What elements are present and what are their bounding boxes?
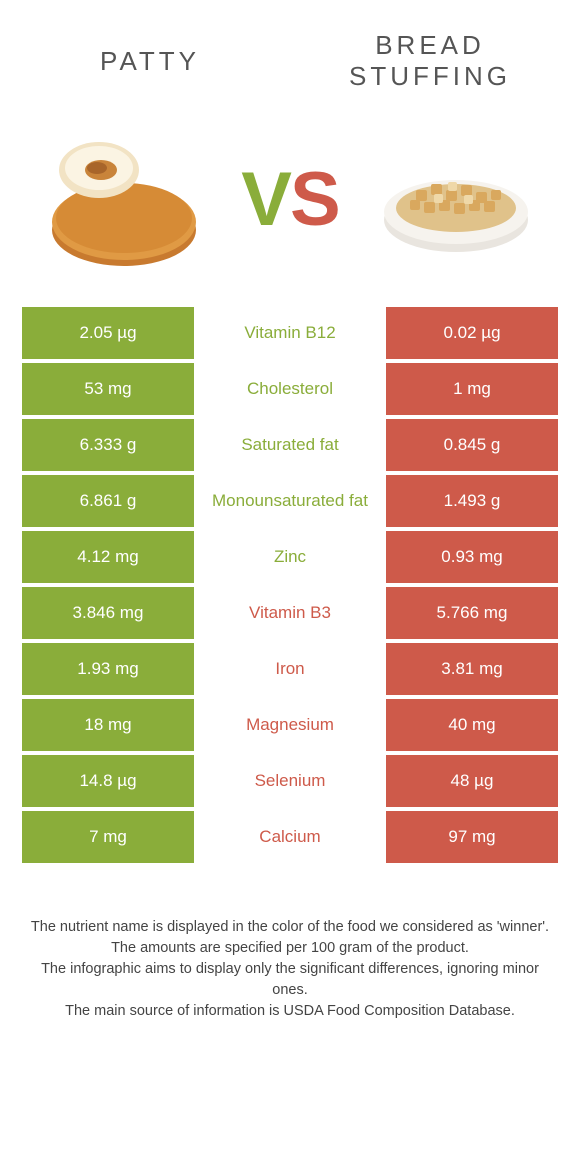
cell-nutrient: Saturated fat	[194, 419, 386, 471]
cell-nutrient: Calcium	[194, 811, 386, 863]
images-row: VS	[0, 107, 580, 307]
table-row: 18 mgMagnesium40 mg	[22, 699, 558, 751]
stuffing-icon	[376, 140, 536, 260]
heading-right-line2: STUFFING	[290, 61, 570, 92]
footer-line-1: The nutrient name is displayed in the co…	[28, 917, 552, 938]
cell-nutrient: Selenium	[194, 755, 386, 807]
table-row: 1.93 mgIron3.81 mg	[22, 643, 558, 695]
patty-image	[34, 125, 214, 275]
cell-left: 6.861 g	[22, 475, 194, 527]
table-row: 6.861 gMonounsaturated fat1.493 g	[22, 475, 558, 527]
comparison-table: 2.05 µgVitamin B120.02 µg53 mgCholestero…	[0, 307, 580, 863]
table-row: 6.333 gSaturated fat0.845 g	[22, 419, 558, 471]
cell-nutrient: Vitamin B3	[194, 587, 386, 639]
cell-left: 53 mg	[22, 363, 194, 415]
heading-left-text: PATTY	[10, 46, 290, 77]
cell-right: 48 µg	[386, 755, 558, 807]
cell-nutrient: Zinc	[194, 531, 386, 583]
vs-v: V	[241, 156, 290, 243]
cell-right: 0.93 mg	[386, 531, 558, 583]
table-row: 4.12 mgZinc0.93 mg	[22, 531, 558, 583]
headings-row: PATTY BREAD STUFFING	[0, 0, 580, 107]
footer-line-2: The amounts are specified per 100 gram o…	[28, 938, 552, 959]
table-row: 7 mgCalcium97 mg	[22, 811, 558, 863]
stuffing-image	[366, 125, 546, 275]
cell-nutrient: Monounsaturated fat	[194, 475, 386, 527]
cell-left: 6.333 g	[22, 419, 194, 471]
cell-left: 18 mg	[22, 699, 194, 751]
footer-line-3: The infographic aims to display only the…	[28, 959, 552, 1001]
cell-right: 0.02 µg	[386, 307, 558, 359]
footer-notes: The nutrient name is displayed in the co…	[0, 867, 580, 1022]
table-row: 53 mgCholesterol1 mg	[22, 363, 558, 415]
cell-nutrient: Iron	[194, 643, 386, 695]
heading-left: PATTY	[10, 30, 290, 92]
cell-left: 2.05 µg	[22, 307, 194, 359]
cell-right: 1 mg	[386, 363, 558, 415]
table-row: 14.8 µgSelenium48 µg	[22, 755, 558, 807]
cell-right: 0.845 g	[386, 419, 558, 471]
vs-s: S	[290, 156, 339, 243]
table-row: 3.846 mgVitamin B35.766 mg	[22, 587, 558, 639]
cell-right: 1.493 g	[386, 475, 558, 527]
cell-left: 7 mg	[22, 811, 194, 863]
cell-left: 4.12 mg	[22, 531, 194, 583]
cell-right: 40 mg	[386, 699, 558, 751]
cell-left: 14.8 µg	[22, 755, 194, 807]
cell-right: 97 mg	[386, 811, 558, 863]
vs-label: VS	[241, 156, 338, 243]
cell-nutrient: Magnesium	[194, 699, 386, 751]
cell-left: 1.93 mg	[22, 643, 194, 695]
cell-nutrient: Vitamin B12	[194, 307, 386, 359]
cell-nutrient: Cholesterol	[194, 363, 386, 415]
cell-right: 3.81 mg	[386, 643, 558, 695]
patty-icon	[39, 130, 209, 270]
heading-right: BREAD STUFFING	[290, 30, 570, 92]
cell-right: 5.766 mg	[386, 587, 558, 639]
footer-line-4: The main source of information is USDA F…	[28, 1001, 552, 1022]
cell-left: 3.846 mg	[22, 587, 194, 639]
heading-right-line1: BREAD	[290, 30, 570, 61]
table-row: 2.05 µgVitamin B120.02 µg	[22, 307, 558, 359]
